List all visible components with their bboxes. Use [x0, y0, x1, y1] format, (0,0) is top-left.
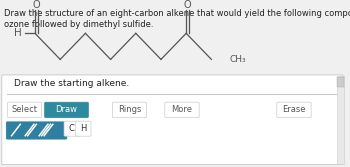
FancyBboxPatch shape	[2, 75, 343, 164]
Text: Rings: Rings	[118, 105, 141, 114]
FancyBboxPatch shape	[7, 102, 42, 118]
Text: Draw the structure of an eight-carbon alkene that would yield the following comp: Draw the structure of an eight-carbon al…	[4, 9, 350, 18]
Text: Erase: Erase	[282, 105, 306, 114]
FancyBboxPatch shape	[45, 102, 88, 118]
Text: H: H	[80, 124, 86, 133]
Text: H: H	[14, 28, 22, 38]
FancyBboxPatch shape	[64, 121, 79, 136]
Text: O: O	[183, 0, 191, 10]
Bar	[337, 77, 344, 87]
Text: Draw: Draw	[56, 105, 77, 114]
Text: Select: Select	[12, 105, 37, 114]
FancyBboxPatch shape	[76, 121, 91, 136]
Text: Draw the starting alkene.: Draw the starting alkene.	[14, 79, 129, 88]
Text: ozone followed by dimethyl sulfide.: ozone followed by dimethyl sulfide.	[4, 20, 153, 29]
Text: More: More	[172, 105, 193, 114]
FancyBboxPatch shape	[112, 102, 147, 118]
Text: C: C	[69, 124, 75, 133]
FancyBboxPatch shape	[277, 102, 311, 118]
FancyBboxPatch shape	[165, 102, 199, 118]
FancyBboxPatch shape	[6, 122, 67, 139]
Text: O: O	[32, 0, 40, 10]
Text: CH₃: CH₃	[230, 55, 246, 64]
Bar	[337, 76, 344, 164]
